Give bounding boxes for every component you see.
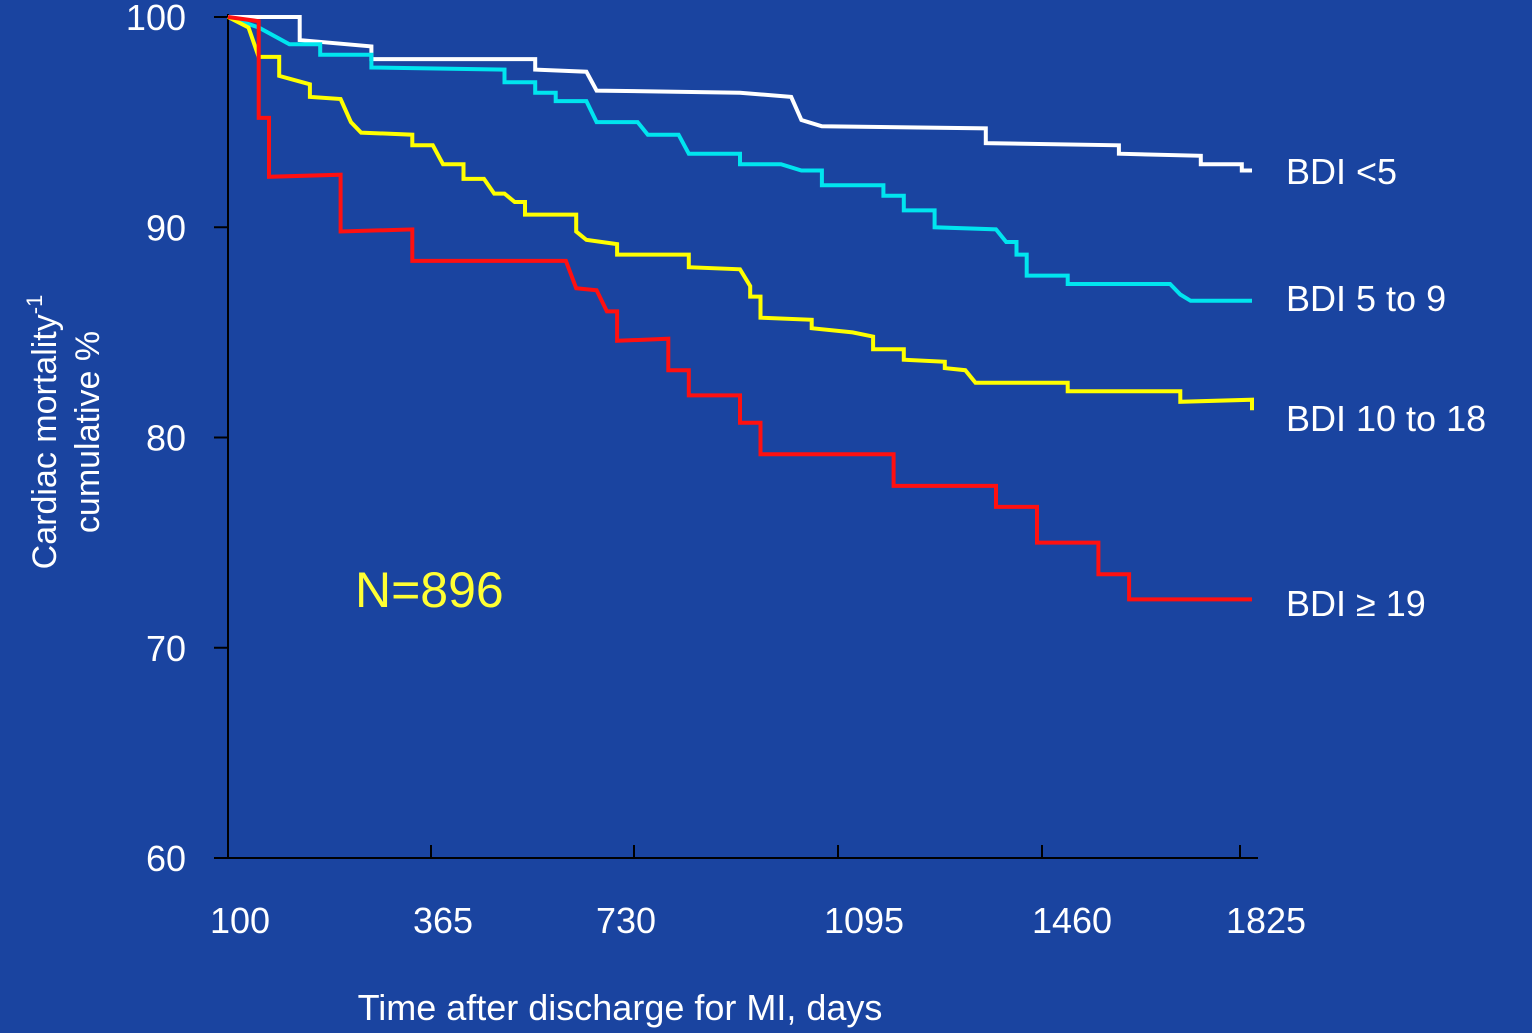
series-line-2 bbox=[227, 15, 1252, 303]
y-tick-label: 70 bbox=[146, 628, 186, 669]
y-axis-title: Cardiac mortality-1 cumulative % bbox=[22, 295, 107, 570]
x-tick-label: 1460 bbox=[1032, 900, 1112, 941]
y-axis-title-line1: Cardiac mortality-1 bbox=[22, 295, 64, 570]
series-label: BDI 10 to 18 bbox=[1286, 398, 1486, 439]
x-tick-label: 730 bbox=[596, 900, 656, 941]
y-tick-label: 80 bbox=[146, 418, 186, 459]
series-group bbox=[227, 15, 1254, 602]
y-ticks: 100 90 80 70 60 bbox=[126, 0, 228, 879]
x-tick-label: 365 bbox=[413, 900, 473, 941]
y-tick-label: 60 bbox=[146, 838, 186, 879]
series-line-3 bbox=[227, 15, 1254, 411]
y-tick-label: 100 bbox=[126, 0, 186, 38]
y-axis-title-main: Cardiac mortality bbox=[26, 314, 64, 569]
series-label: BDI 5 to 9 bbox=[1286, 278, 1446, 319]
axes bbox=[214, 14, 1258, 859]
x-tick-label: 1095 bbox=[824, 900, 904, 941]
x-axis-title: Time after discharge for MI, days bbox=[358, 987, 883, 1028]
x-tick-label: 100 bbox=[210, 900, 270, 941]
series-line-4 bbox=[227, 15, 1252, 602]
series-label: BDI <5 bbox=[1286, 151, 1397, 192]
series-labels: BDI <5 BDI 5 to 9 BDI 10 to 18 BDI ≥ 19 bbox=[1286, 151, 1486, 624]
series-line-1 bbox=[228, 15, 1252, 173]
annotation-n: N=896 bbox=[355, 562, 504, 618]
x-ticks: 100 365 730 1095 1460 1825 bbox=[210, 845, 1306, 941]
series-label: BDI ≥ 19 bbox=[1286, 583, 1426, 624]
x-tick-label: 1825 bbox=[1226, 900, 1306, 941]
y-axis-title-line2: cumulative % bbox=[69, 331, 107, 533]
y-tick-label: 90 bbox=[146, 207, 186, 248]
y-axis-title-superscript: -1 bbox=[22, 295, 47, 315]
